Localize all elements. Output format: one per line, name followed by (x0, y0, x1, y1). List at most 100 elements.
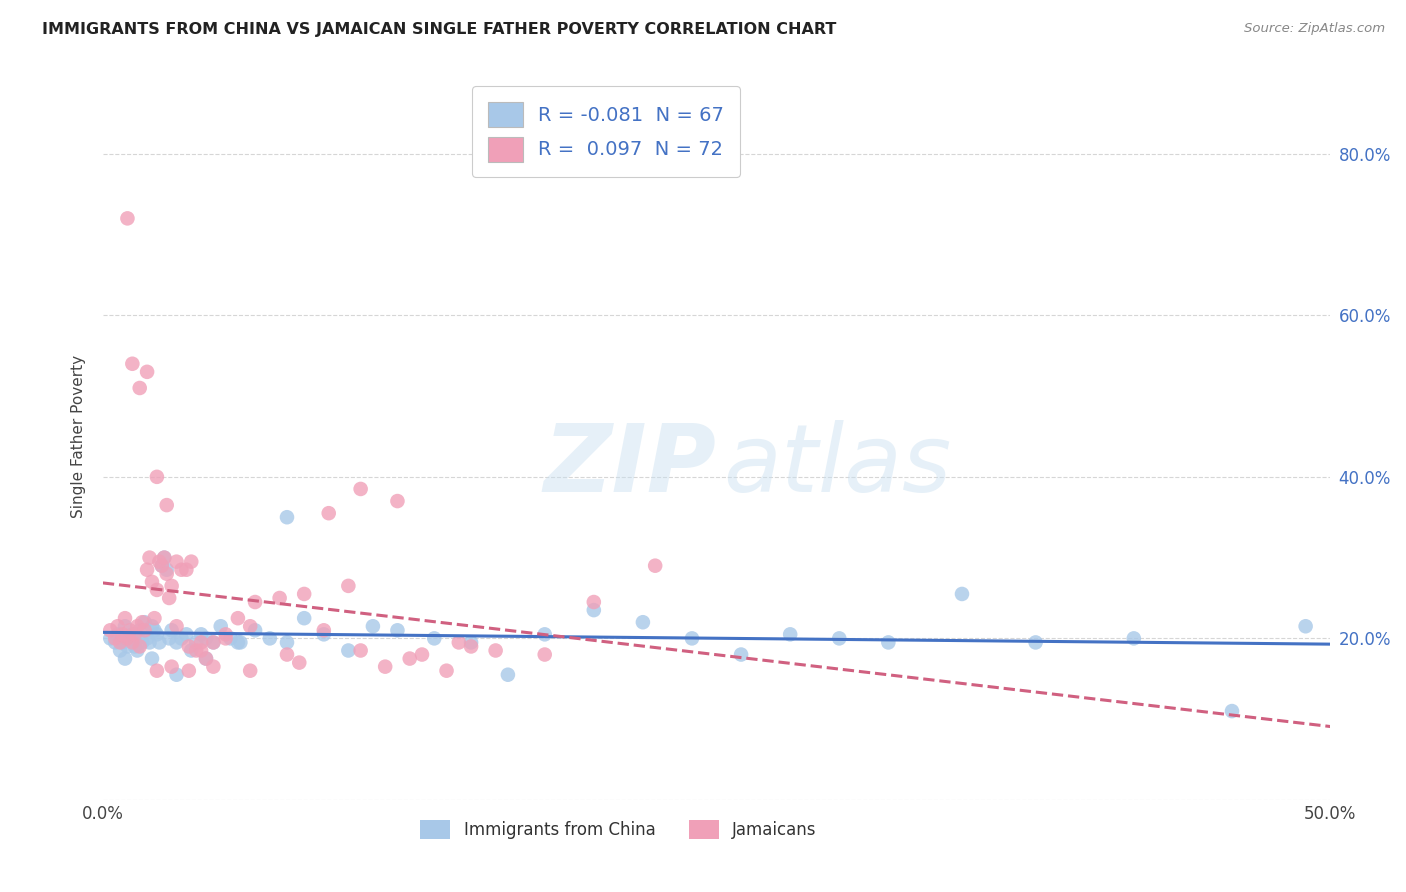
Point (582, 603, 605, 617)
Point (195, 651, 218, 665)
Point (127, 643, 149, 657)
Point (460, 635, 482, 649)
Point (533, 648, 555, 662)
Point (156, 563, 179, 577)
Point (121, 357, 143, 371)
Point (828, 632, 851, 646)
Point (176, 563, 198, 577)
Point (124, 627, 146, 641)
Point (166, 667, 188, 681)
Point (877, 635, 900, 649)
Point (117, 632, 139, 646)
Point (111, 635, 134, 649)
Point (186, 643, 208, 657)
Point (141, 619, 163, 633)
Point (146, 664, 169, 678)
Point (229, 635, 252, 649)
Point (148, 635, 170, 649)
Point (202, 635, 225, 649)
Y-axis label: Single Father Poverty: Single Father Poverty (72, 355, 86, 518)
Point (398, 651, 420, 665)
Point (177, 664, 200, 678)
Point (292, 587, 315, 601)
Point (134, 624, 156, 638)
Point (166, 619, 188, 633)
Point (146, 627, 169, 641)
Point (141, 651, 163, 665)
Point (276, 510, 298, 524)
Point (128, 381, 150, 395)
Point (118, 624, 141, 638)
Point (131, 615, 153, 630)
Point (312, 624, 335, 638)
Point (1295, 619, 1317, 633)
Point (134, 615, 156, 630)
Point (156, 498, 179, 512)
Point (318, 506, 340, 520)
Point (202, 635, 225, 649)
Point (349, 482, 371, 496)
Point (387, 624, 409, 638)
Point (108, 643, 131, 657)
Point (114, 611, 136, 625)
Point (387, 494, 409, 508)
Point (114, 619, 136, 633)
Point (226, 611, 249, 625)
Point (124, 640, 146, 654)
Point (292, 611, 315, 625)
Point (180, 643, 202, 657)
Point (312, 627, 335, 641)
Point (186, 635, 208, 649)
Point (337, 643, 360, 657)
Point (138, 550, 160, 565)
Point (779, 627, 801, 641)
Point (447, 635, 470, 649)
Point (730, 648, 752, 662)
Point (243, 595, 266, 609)
Point (288, 656, 311, 670)
Point (190, 635, 212, 649)
Point (485, 643, 508, 657)
Point (1220, 704, 1243, 718)
Point (111, 627, 134, 641)
Text: atlas: atlas (723, 420, 950, 511)
Point (141, 574, 163, 589)
Point (156, 566, 179, 581)
Point (411, 648, 433, 662)
Point (104, 635, 127, 649)
Point (157, 632, 180, 646)
Point (148, 555, 170, 569)
Point (209, 619, 232, 633)
Point (496, 667, 519, 681)
Point (436, 664, 458, 678)
Text: IMMIGRANTS FROM CHINA VS JAMAICAN SINGLE FATHER POVERTY CORRELATION CHART: IMMIGRANTS FROM CHINA VS JAMAICAN SINGLE… (42, 22, 837, 37)
Point (108, 635, 131, 649)
Point (143, 611, 166, 625)
Text: ZIP: ZIP (544, 419, 717, 511)
Point (180, 555, 202, 569)
Point (160, 659, 183, 673)
Point (176, 627, 198, 641)
Point (153, 550, 176, 565)
Point (136, 632, 159, 646)
Point (195, 632, 218, 646)
Point (276, 635, 298, 649)
Point (160, 624, 183, 638)
Point (226, 635, 249, 649)
Point (128, 640, 150, 654)
Point (276, 648, 298, 662)
Point (170, 563, 193, 577)
Point (117, 640, 139, 654)
Point (118, 632, 141, 646)
Point (214, 627, 236, 641)
Point (98, 624, 121, 638)
Point (146, 470, 169, 484)
Point (104, 632, 127, 646)
Point (114, 651, 136, 665)
Point (259, 632, 281, 646)
Point (150, 558, 173, 573)
Point (136, 563, 159, 577)
Point (423, 632, 446, 646)
Point (582, 595, 605, 609)
Point (136, 365, 159, 379)
